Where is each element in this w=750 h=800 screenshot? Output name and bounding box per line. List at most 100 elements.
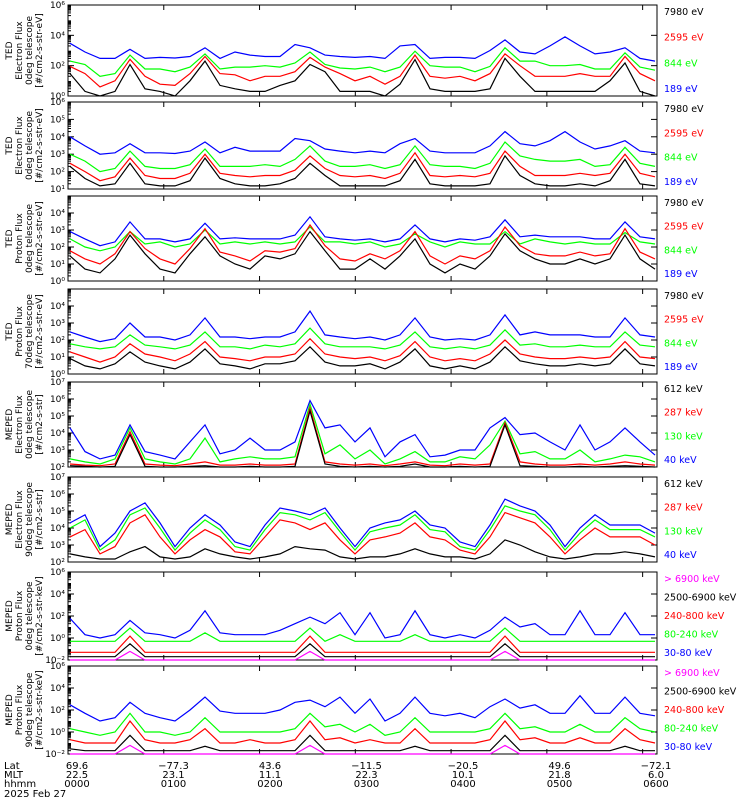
- legend-label: 2595 eV: [664, 222, 704, 233]
- y-axis-label-line: 70deg telescope: [25, 294, 35, 369]
- y-tick-label: 10²: [50, 62, 65, 72]
- y-axis-label: TEDElectron Flux0deg telescope[#/cm2-s-s…: [5, 108, 45, 183]
- series-line-287-kev: [69, 405, 656, 467]
- footer-hhmm-value: 0300: [354, 779, 379, 790]
- series-line-240-800-kev: [70, 635, 655, 653]
- y-axis-label-line: MEPED: [5, 504, 15, 536]
- series-line-2595-ev: [69, 223, 656, 265]
- footer-lat-value: −11.5: [351, 761, 382, 772]
- panel-2: 10¹ 10² 10³ 10⁴ 10⁵ 10⁶ TEDElectron Flux0deg t…: [5, 98, 704, 195]
- y-axis-label-line: Electron Flux: [15, 21, 25, 80]
- y-axis-label-line: Proton Flux: [15, 684, 25, 735]
- legend-label: 844 eV: [664, 58, 698, 69]
- y-axis-label: TEDProton Flux70deg telescope[#/cm2-s-st…: [5, 294, 45, 369]
- y-tick-label: 10²: [50, 168, 65, 178]
- y-axis-label-line: TED: [5, 41, 15, 60]
- y-axis-label-line: [#/cm2-s-str-keV]: [35, 670, 45, 749]
- y-tick-label: 10⁷: [50, 473, 65, 483]
- y-tick-label: 10¹: [50, 185, 65, 195]
- y-tick-label: 10⁴: [50, 590, 65, 600]
- panel-frame: [67, 476, 658, 563]
- y-tick-label: 10³: [50, 446, 65, 456]
- y-axis-label-line: [#/cm2-s-str-keV]: [35, 576, 45, 655]
- y-axis-label-line: Electron Flux: [15, 490, 25, 549]
- y-tick-label: 10³: [50, 150, 65, 160]
- footer-hhmm-value: 0100: [161, 779, 186, 790]
- footer-hhmm-value: 0000: [64, 779, 89, 790]
- legend-label: 2500-6900 keV: [664, 687, 737, 698]
- y-axis-label-line: [#/cm2-s-str-eV]: [35, 294, 45, 369]
- y-tick-label: 10⁰: [50, 728, 65, 738]
- y-tick-label: 10⁶: [50, 490, 65, 500]
- series-line-40-kev: [69, 498, 656, 548]
- y-axis-label-line: 0deg telescope: [25, 581, 35, 651]
- series-line-612-kev: [69, 408, 656, 468]
- series-line-189-ev: [69, 310, 656, 343]
- y-tick-label: 10²: [50, 558, 65, 568]
- legend-label: 2500-6900 keV: [664, 593, 737, 604]
- series-line-7980-ev: [69, 345, 656, 370]
- legend-label: 189 eV: [664, 177, 698, 188]
- y-tick-label: 10⁰: [50, 634, 65, 644]
- legend-label: 844 eV: [664, 245, 698, 256]
- panel-1: 10⁰ 10² 10⁴ 10⁶ TEDElectron Flux0deg telesco…: [5, 1, 704, 102]
- legend-label: 189 eV: [664, 362, 698, 373]
- panel-frame: [67, 288, 658, 375]
- y-axis-label-line: Electron Flux: [15, 395, 25, 454]
- series-line-130-kev: [69, 401, 656, 465]
- footer-mlt-value: 10.1: [452, 770, 474, 781]
- y-axis-label-line: MEPED: [5, 600, 15, 632]
- y-tick-label: 10⁴: [50, 684, 65, 694]
- series-line-2595-ev: [69, 150, 656, 182]
- series-line-189-ev: [69, 215, 656, 247]
- panel-3: 10⁰ 10¹ 10² 10³ 10⁴ TEDProton Flux0deg telesc…: [5, 195, 704, 287]
- legend-label: > 6900 keV: [664, 668, 720, 679]
- footer-lat-value: 49.6: [548, 761, 570, 772]
- series-line-189-ev: [69, 130, 656, 155]
- footer-hhmm-value: 0200: [257, 779, 282, 790]
- y-tick-label: 10⁴: [50, 429, 65, 439]
- footer-lat-value: 69.6: [66, 761, 88, 772]
- series-line--6900-kev: [70, 744, 655, 755]
- footer-lat-value: 43.6: [259, 761, 281, 772]
- y-axis-label: MEPEDProton Flux0deg telescope[#/cm2-s-s…: [5, 576, 45, 655]
- y-axis-label-line: [#/cm2-s-str-eV]: [35, 201, 45, 276]
- legend-label: 844 eV: [664, 338, 698, 349]
- y-tick-label: 10¹: [50, 353, 65, 363]
- y-axis-label-line: TED: [5, 136, 15, 155]
- y-tick-label: 10³: [50, 319, 65, 329]
- footer-date: 2025 Feb 27: [4, 789, 66, 800]
- series-line-30-80-kev: [69, 609, 655, 639]
- legend-label: > 6900 keV: [664, 574, 720, 585]
- y-tick-label: 10²: [50, 706, 65, 716]
- footer-mlt-value: 22.3: [355, 770, 377, 781]
- series-line-189-ev: [69, 36, 656, 62]
- series-line-2500-6900-kev: [70, 643, 655, 658]
- legend-label: 130 keV: [664, 431, 703, 442]
- footer-hhmm-value: 0600: [643, 779, 668, 790]
- series-line-7980-ev: [69, 230, 656, 274]
- legend-label: 40 keV: [664, 550, 697, 561]
- legend-label: 612 keV: [664, 479, 703, 490]
- y-tick-label: 10⁵: [50, 115, 65, 125]
- legend-label: 2595 eV: [664, 33, 704, 44]
- y-tick-label: 10⁵: [50, 412, 65, 422]
- series-line-7980-ev: [69, 57, 656, 97]
- y-tick-label: 10²: [50, 243, 65, 253]
- y-axis-label: TEDElectron Flux0deg telescope[#/cm2-s-s…: [5, 13, 45, 88]
- legend-label: 2595 eV: [664, 315, 704, 326]
- y-axis-label-line: 90deg telescope: [25, 482, 35, 557]
- series-line-844-ev: [69, 141, 656, 173]
- footer-row-label-mlt: MLT: [4, 770, 24, 781]
- legend-label: 240-800 keV: [664, 611, 725, 622]
- panel-frame: [67, 571, 658, 661]
- footer-mlt-value: 6.0: [648, 770, 664, 781]
- series-line--6900-kev: [70, 650, 655, 661]
- footer-hhmm-value: 0500: [547, 779, 572, 790]
- y-axis-label-line: 0deg telescope: [25, 390, 35, 460]
- legend-label: 612 keV: [664, 384, 703, 395]
- legend-label: 287 keV: [664, 503, 703, 514]
- legend-label: 30-80 keV: [664, 648, 713, 659]
